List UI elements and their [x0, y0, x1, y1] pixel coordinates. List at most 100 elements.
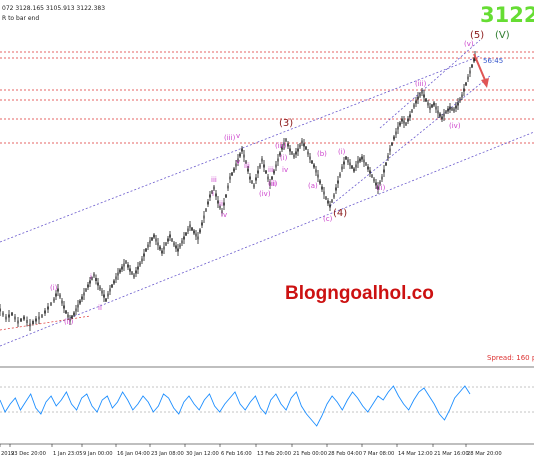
candle-body — [171, 238, 173, 242]
candle-body — [97, 282, 99, 286]
candle-body — [269, 182, 271, 186]
candle-body — [419, 93, 421, 97]
candle-body — [351, 165, 353, 169]
candle-body — [117, 272, 119, 276]
candle-body — [95, 278, 97, 281]
candle-body — [203, 215, 205, 219]
candle-body — [5, 316, 7, 320]
candle-body — [349, 162, 351, 166]
candle-body — [177, 248, 179, 252]
candle-body — [323, 191, 325, 195]
wave-label: iii — [211, 176, 217, 184]
candle-body — [53, 298, 55, 302]
watermark: Blogngoalhol.co — [285, 283, 434, 304]
candle-body — [77, 304, 79, 308]
spread-label: Spread: 160 po — [487, 354, 534, 362]
candle-body — [473, 58, 475, 62]
wave-label: (4) — [333, 208, 347, 219]
candle-body — [391, 142, 393, 146]
candle-body — [231, 172, 233, 176]
candle-body — [347, 159, 349, 163]
candle-body — [195, 233, 197, 237]
bar-countdown: 56:45 — [483, 57, 503, 65]
candle-body — [225, 194, 227, 198]
candle-body — [101, 290, 103, 294]
candle-body — [67, 314, 69, 318]
candle-body — [83, 292, 85, 296]
candle-body — [211, 190, 213, 194]
candle-body — [359, 158, 361, 162]
candle-body — [63, 305, 65, 309]
candle-body — [145, 248, 147, 252]
candle-body — [357, 160, 359, 164]
candle-body — [14, 316, 16, 320]
candle-body — [41, 314, 43, 318]
candle-body — [229, 176, 231, 180]
wave-label: ii — [272, 180, 276, 188]
candle-body — [375, 182, 377, 186]
wave-label: (i) — [280, 154, 288, 162]
candle-body — [467, 76, 469, 80]
x-tick-label: 2019 — [1, 451, 14, 457]
wave-labels: (5) (V) (3) (4) (v) (iii) (iv) (i) (ii) … — [50, 30, 510, 326]
candle-body — [317, 174, 319, 178]
wave-label: (ii) — [64, 318, 74, 326]
candle-body — [35, 318, 37, 322]
candle-body — [437, 110, 439, 114]
candle-body — [431, 104, 433, 108]
current-price-label: 3122.3 — [480, 3, 534, 27]
x-tick-label: 1 Jan 23:05 — [53, 451, 83, 457]
candle-body — [247, 168, 249, 172]
candle-body — [395, 131, 397, 135]
candle-body — [155, 238, 157, 242]
candle-body — [175, 245, 177, 249]
candle-body — [105, 298, 107, 302]
candle-body — [127, 264, 129, 268]
x-tick-label: 16 Jan 04:00 — [117, 451, 150, 457]
candle-body — [241, 148, 243, 152]
channel-line — [0, 315, 91, 331]
candle-body — [257, 170, 259, 174]
forecast-arrow — [473, 53, 489, 88]
candle-body — [173, 242, 175, 246]
candle-body — [85, 288, 87, 292]
horizontal-levels — [0, 51, 534, 144]
candle-body — [187, 228, 189, 232]
candle-body — [141, 258, 143, 262]
candle-body — [253, 184, 255, 188]
candle-body — [89, 280, 91, 284]
wave-label: (3) — [279, 118, 293, 129]
wave-label: (iii) — [275, 142, 287, 150]
candle-body — [163, 246, 165, 250]
wave-label: (iii) — [224, 134, 236, 142]
candle-body — [159, 246, 161, 250]
candle-body — [413, 104, 415, 108]
candle-body — [417, 96, 419, 100]
candle-body — [183, 236, 185, 240]
candle-body — [343, 161, 345, 165]
candle-body — [167, 238, 169, 242]
candle-body — [123, 263, 125, 267]
candle-body — [69, 318, 71, 322]
candle-body — [465, 82, 467, 86]
candle-body — [79, 300, 81, 304]
candle-body — [26, 320, 28, 323]
candle-body — [243, 154, 245, 158]
candle-body — [331, 199, 333, 203]
candle-body — [17, 320, 19, 324]
price-candles — [0, 51, 476, 331]
candle-body — [109, 288, 111, 292]
candle-body — [261, 158, 263, 162]
candle-body — [131, 271, 133, 275]
candle-body — [223, 202, 225, 206]
wave-label: ii — [98, 304, 102, 312]
candle-body — [201, 222, 203, 226]
header-sub-text: R to bar end — [2, 15, 39, 22]
candle-body — [321, 186, 323, 190]
candle-body — [425, 98, 427, 102]
candle-body — [47, 306, 49, 310]
candle-body — [387, 155, 389, 159]
candle-body — [451, 107, 453, 111]
candle-body — [259, 164, 261, 168]
